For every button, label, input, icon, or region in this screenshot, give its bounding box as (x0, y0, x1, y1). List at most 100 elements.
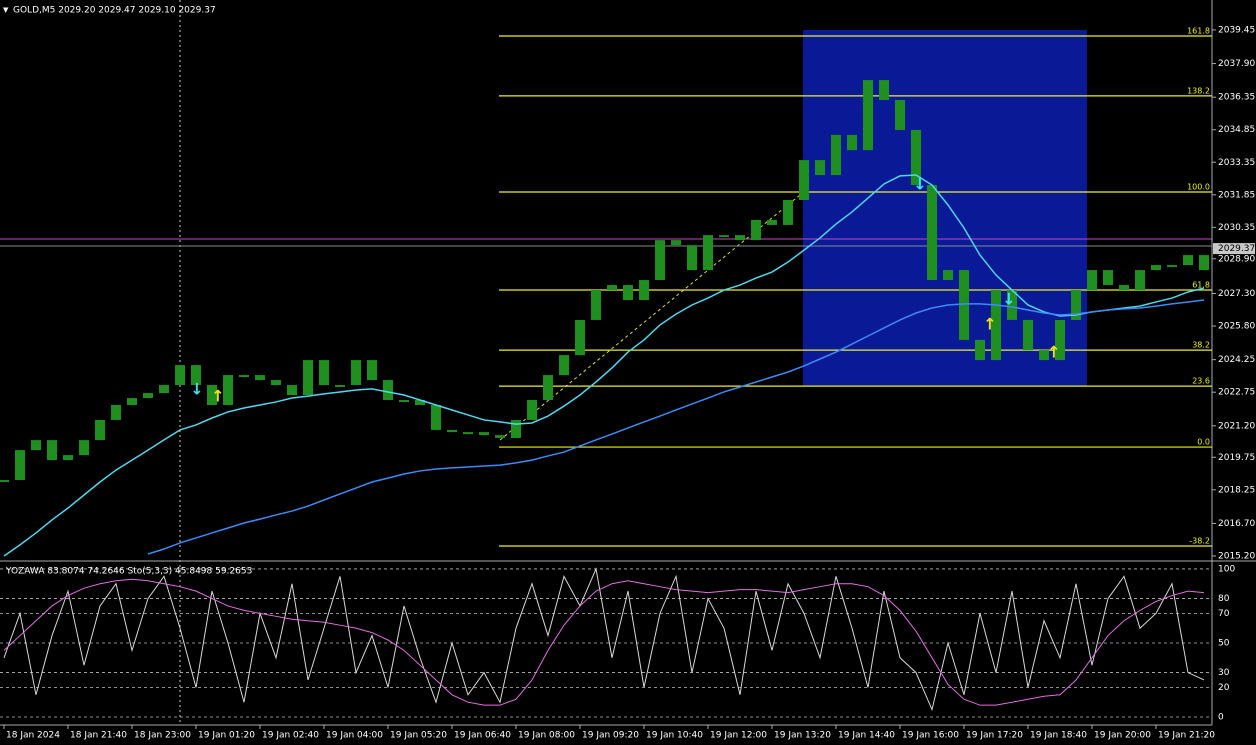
y-tick-label: 2016.70 (1218, 519, 1255, 529)
fibo-label: 100.0 (1187, 182, 1210, 191)
y-tick-label: 2034.85 (1218, 125, 1255, 135)
up-arrow: ↑ (1047, 343, 1060, 362)
zone-rectangle (803, 30, 1087, 386)
candle (1183, 255, 1193, 266)
candle (447, 429, 457, 433)
signal-arrows: ↓ ↑ ↓ ↑ ↓ ↑ (190, 175, 1060, 406)
candle (879, 80, 889, 100)
candle (591, 290, 601, 320)
candle (719, 235, 729, 238)
y-tick-label: 2018.25 (1218, 485, 1255, 495)
candle (271, 380, 281, 386)
candle (1023, 319, 1033, 351)
candle (1055, 319, 1065, 361)
candle (735, 235, 745, 241)
fibo-label: 23.6 (1192, 377, 1210, 386)
candle (15, 450, 25, 481)
candle (575, 319, 585, 356)
candle (319, 360, 329, 386)
oscillator-title: YOZAWA 83.8074 74.2646 Sto(5,3,3) 45.849… (5, 567, 252, 577)
candle (959, 270, 969, 340)
x-tick-label: 19 Jan 18:40 (1030, 731, 1087, 741)
candle (463, 432, 473, 435)
x-tick-label: 19 Jan 01:20 (198, 731, 255, 741)
candle (191, 365, 201, 386)
candle (31, 440, 41, 451)
candle (255, 375, 265, 381)
price-label: 2029.37 (1218, 244, 1255, 254)
y-tick-label: 2030.35 (1218, 223, 1255, 233)
candle (1167, 265, 1177, 268)
y-tick-label: 2028.90 (1218, 254, 1255, 264)
x-tick-label: 19 Jan 06:40 (454, 731, 511, 741)
trend-line (499, 194, 801, 441)
x-tick-label: 19 Jan 17:20 (966, 731, 1023, 741)
candle (63, 455, 73, 461)
y-tick-label: 2033.35 (1218, 158, 1255, 168)
x-tick-label: 19 Jan 12:00 (710, 731, 767, 741)
y-tick-label: 0 (1218, 713, 1224, 723)
candle (127, 398, 137, 405)
candle (831, 134, 841, 176)
candle (1071, 290, 1081, 320)
candle (79, 440, 89, 456)
x-tick-label: 18 Jan 23:00 (134, 731, 191, 741)
y-tick-label: 80 (1218, 594, 1230, 604)
candle (911, 129, 921, 186)
candle (671, 240, 681, 246)
candle (687, 245, 697, 271)
candle (639, 280, 649, 300)
x-tick-label: 19 Jan 16:00 (902, 731, 959, 741)
fibo-label: 161.8 (1187, 27, 1210, 36)
candle (415, 399, 425, 405)
candle (111, 404, 121, 420)
candle (175, 365, 185, 386)
y-tick-label: 70 (1218, 609, 1230, 619)
candle (431, 404, 441, 430)
x-tick-label: 19 Jan 04:00 (326, 731, 383, 741)
fibo-label: 0.0 (1197, 438, 1210, 447)
x-tick-label: 18 Jan 21:40 (70, 731, 127, 741)
y-tick-label: 20 (1218, 683, 1230, 693)
x-tick-label: 19 Jan 05:20 (390, 731, 447, 741)
candle (815, 160, 825, 176)
candle (543, 375, 553, 400)
candle (559, 355, 569, 376)
up-arrow: ↑ (983, 315, 996, 334)
y-tick-label: 2022.75 (1218, 388, 1255, 398)
candle (351, 360, 361, 386)
candle (895, 99, 905, 130)
candle (1151, 265, 1161, 271)
x-tick-label: 19 Jan 13:20 (774, 731, 831, 741)
candle (863, 80, 873, 151)
down-arrow: ↓ (913, 175, 926, 194)
y-tick-label: 2031.85 (1218, 190, 1255, 200)
candle (159, 385, 169, 394)
x-tick-label: 19 Jan 02:40 (262, 731, 319, 741)
indicator-line (3, 174, 1205, 557)
candle (975, 339, 985, 361)
fibo-label: 138.2 (1187, 86, 1210, 95)
y-tick-label: 2037.90 (1218, 59, 1255, 69)
candle (399, 399, 409, 402)
indicator-line (147, 299, 1205, 555)
y-tick-label: 50 (1218, 638, 1230, 648)
candle (367, 360, 377, 381)
candle (303, 360, 313, 396)
candle (383, 380, 393, 400)
y-tick-label: 2025.80 (1218, 322, 1255, 332)
y-tick-label: 2021.20 (1218, 421, 1255, 431)
x-tick-label: 19 Jan 20:00 (1094, 731, 1151, 741)
y-tick-label: 2024.25 (1218, 355, 1255, 365)
candle (1119, 285, 1129, 291)
indicator-line (3, 567, 1205, 712)
x-tick-label: 19 Jan 21:20 (1158, 731, 1215, 741)
x-tick-label: 19 Jan 08:00 (518, 731, 575, 741)
candle (511, 419, 521, 438)
candle (991, 290, 1001, 361)
candle (1199, 255, 1209, 271)
candle (95, 419, 105, 441)
down-arrow: ↓ (1002, 290, 1015, 309)
fibo-label: 61.8 (1192, 281, 1210, 290)
